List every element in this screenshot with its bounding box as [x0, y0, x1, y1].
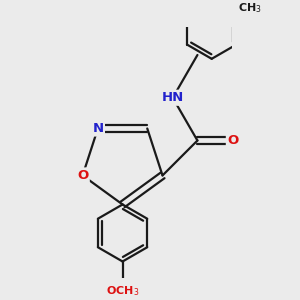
Text: HN: HN: [162, 91, 184, 104]
Text: O: O: [77, 169, 88, 182]
Text: CH$_3$: CH$_3$: [238, 1, 262, 15]
Text: O: O: [227, 134, 239, 147]
Text: N: N: [92, 122, 104, 135]
Text: OCH$_3$: OCH$_3$: [106, 284, 139, 298]
